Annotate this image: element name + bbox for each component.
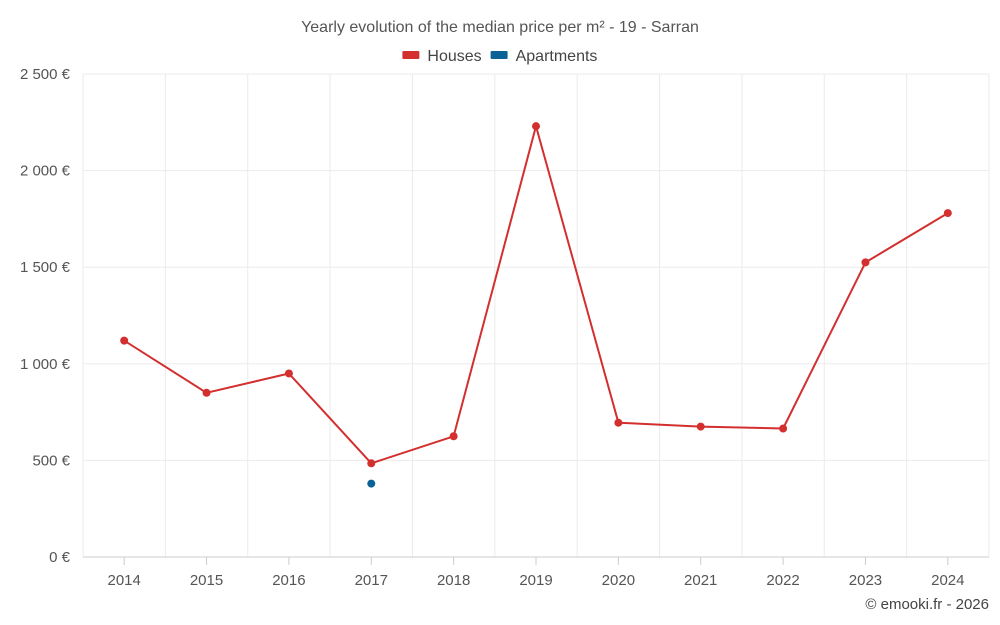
y-tick-label: 1 000 €: [20, 356, 71, 373]
data-point-houses[interactable]: [120, 336, 129, 345]
data-point-houses[interactable]: [367, 459, 376, 468]
x-axis: 2014 2015 2016 2017 2018 2019 2020 2021 2022 2023…: [83, 556, 989, 589]
x-tick-label: 2017: [355, 572, 388, 589]
y-tick-label: 0 €: [49, 549, 71, 566]
x-tick-label: 2023: [849, 572, 882, 589]
credit: © emooki.fr - 2026: [865, 596, 989, 613]
x-tick-label: 2019: [519, 572, 552, 589]
legend-label: Apartments: [516, 48, 598, 65]
legend-item-apartments[interactable]: Apartments: [490, 48, 598, 65]
x-tick-label: 2020: [602, 572, 635, 589]
x-tick-label: 2022: [766, 572, 799, 589]
grid: [82, 73, 990, 557]
y-tick-label: 2 500 €: [20, 66, 71, 83]
data-point-houses[interactable]: [614, 418, 623, 427]
data-point-houses[interactable]: [779, 424, 788, 433]
x-tick-label: 2015: [190, 572, 223, 589]
data-point-houses[interactable]: [449, 432, 458, 441]
x-tick-label: 2024: [931, 572, 964, 589]
y-tick-label: 500 €: [32, 452, 70, 469]
y-axis: 0 € 500 € 1 000 € 1 500 € 2 000 € 2 500 €: [20, 66, 71, 566]
legend: Houses Apartments: [402, 48, 597, 65]
data-point-houses[interactable]: [202, 388, 211, 397]
data-point-houses[interactable]: [284, 369, 293, 378]
data-point-houses[interactable]: [943, 209, 952, 218]
x-tick-label: 2016: [272, 572, 305, 589]
data-point-houses[interactable]: [696, 422, 705, 431]
data-point-houses[interactable]: [861, 258, 870, 267]
chart-title: Yearly evolution of the median price per…: [301, 19, 699, 36]
x-tick-label: 2014: [107, 572, 140, 589]
series-layer: [120, 122, 952, 488]
x-tick-label: 2018: [437, 572, 470, 589]
y-tick-label: 1 500 €: [20, 259, 71, 276]
y-tick-label: 2 000 €: [20, 163, 71, 180]
legend-item-houses[interactable]: Houses: [402, 48, 482, 65]
legend-swatch: [402, 51, 420, 59]
data-point-houses[interactable]: [532, 122, 540, 131]
legend-label: Houses: [427, 48, 481, 65]
data-point-apartments[interactable]: [367, 479, 376, 488]
legend-swatch: [490, 51, 508, 59]
x-tick-label: 2021: [684, 572, 717, 589]
